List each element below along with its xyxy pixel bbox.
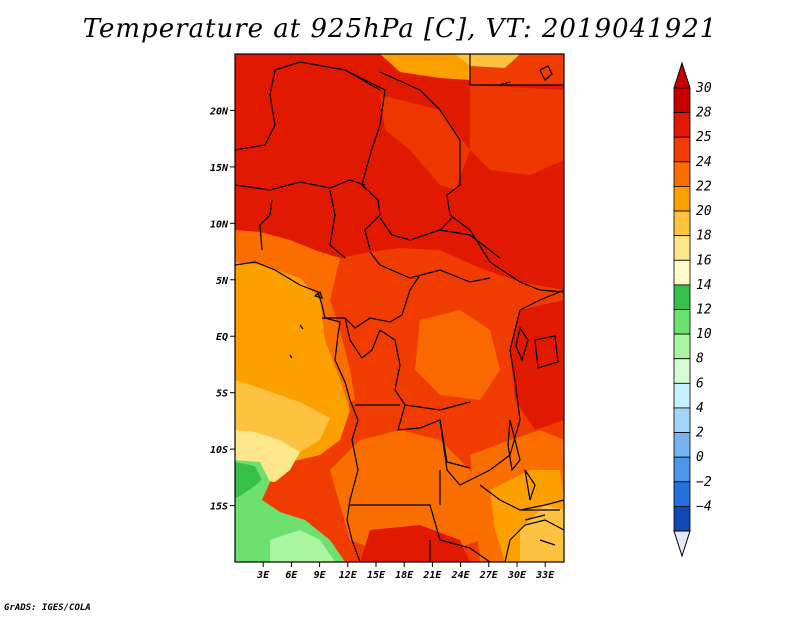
colorbar-label: 22 [696,179,712,194]
colorbar-over-arrow [673,61,691,89]
colorbar-swatch [673,210,691,237]
colorbar-swatch [673,259,691,286]
colorbar-label: 10 [696,327,712,342]
x-tick-label: 18E [395,570,414,581]
x-tick-label: 24E [451,570,471,581]
x-tick-label: 6E [285,570,298,581]
colorbar-label: 18 [696,229,712,244]
y-tick-label: 5S [216,389,228,400]
field-zone-22-24-north [380,54,470,80]
colorbar-label: −4 [696,499,712,514]
y-tick-label: 10N [210,219,229,230]
colorbar-label: 30 [695,81,712,96]
field-zone-16-18 [235,462,262,498]
colorbar-label: 28 [696,106,712,121]
colorbar-swatch [673,333,691,360]
y-tick-label: 20N [209,106,229,117]
colorbar-swatch [673,87,691,114]
field-zone-28-30-south [360,525,470,562]
colorbar-label: 14 [696,278,712,293]
y-tick-label: 5N [216,276,229,287]
colorbar-swatch [673,456,691,483]
colorbar-swatch [673,309,691,335]
colorbar-label: 25 [696,130,712,145]
country-borders [235,54,564,562]
colorbar-label: 0 [696,450,704,465]
colorbar-label: 16 [696,253,712,268]
colorbar-label: 4 [696,401,704,416]
colorbar-swatch [673,235,691,261]
field-zone-20-22-north [455,54,520,68]
x-tick-label: 33E [535,570,555,581]
colorbar-label: −2 [696,475,712,490]
field-zone-26-28-northeast [470,85,564,175]
colorbar-label: 24 [696,155,712,170]
colorbar-swatch [673,112,691,138]
temperature-field [235,54,564,562]
field-zone-12-14 [270,530,335,562]
colorbar-label: 2 [696,426,704,441]
colorbar-swatch [673,136,691,163]
colorbar-label: 6 [696,376,704,391]
colorbar-swatch [673,432,691,458]
colorbar-label: 8 [696,352,704,367]
x-tick-label: 15E [367,570,386,581]
footer-credit: GrADS: IGES/COLA [4,603,91,613]
x-tick-label: 21E [422,570,442,581]
y-axis: 20N 15N 10N 5N EQ 5S 10S 15S [209,106,235,513]
x-tick-label: 3E [256,570,270,581]
colorbar-swatch [673,505,691,532]
y-tick-label: 10S [210,445,228,456]
map-frame [234,53,565,563]
colorbar-swatch [673,186,691,212]
colorbar-swatch [673,382,691,409]
field-zone-24-25-congo [415,310,500,400]
x-tick-label: 9E [314,570,327,581]
colorbar-under-arrow [673,530,691,558]
colorbar-swatch [673,358,691,384]
x-tick-label: 27E [479,570,499,581]
field-zone-24-25-central [330,430,490,555]
colorbar-label: 12 [696,303,712,318]
colorbar-label: 20 [696,204,712,219]
x-tick-label: 30E [507,570,527,581]
field-zone-26-28-north [380,95,470,190]
field-zone-14-16 [235,460,345,562]
y-tick-label: 15N [210,163,229,174]
field-zone-20-22-southeast [520,505,564,562]
colorbar-swatch [673,407,691,433]
y-tick-label: 15S [210,502,228,513]
colorbar-swatch [673,161,691,187]
x-tick-label: 12E [339,570,358,581]
x-axis: 3E 6E 9E 12E 15E 18E 21E 24E 27E 30E 33E [256,562,555,581]
y-tick-label: EQ [216,332,228,343]
colorbar-swatch [673,284,691,310]
chart-title: Temperature at 925hPa [C], VT: 201904192… [82,14,718,44]
colorbar-swatch [673,481,691,507]
